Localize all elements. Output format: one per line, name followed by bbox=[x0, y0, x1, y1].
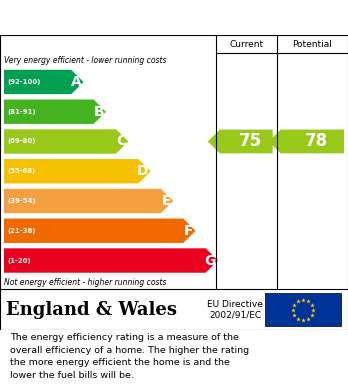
Text: Energy Efficiency Rating: Energy Efficiency Rating bbox=[10, 10, 220, 25]
Text: (69-80): (69-80) bbox=[7, 138, 35, 145]
Text: EU Directive
2002/91/EC: EU Directive 2002/91/EC bbox=[207, 300, 263, 319]
Text: 78: 78 bbox=[305, 133, 328, 151]
Polygon shape bbox=[4, 189, 173, 213]
Text: D: D bbox=[137, 164, 149, 178]
Text: Very energy efficient - lower running costs: Very energy efficient - lower running co… bbox=[4, 56, 166, 65]
Text: F: F bbox=[184, 224, 193, 238]
Text: B: B bbox=[93, 105, 104, 119]
Text: (1-20): (1-20) bbox=[7, 258, 31, 264]
Polygon shape bbox=[4, 70, 84, 94]
Text: Current: Current bbox=[229, 39, 263, 48]
Polygon shape bbox=[4, 219, 196, 243]
Text: (92-100): (92-100) bbox=[7, 79, 40, 85]
Text: (21-38): (21-38) bbox=[7, 228, 35, 234]
Polygon shape bbox=[269, 129, 344, 153]
Bar bbox=[265, 293, 341, 326]
Text: England & Wales: England & Wales bbox=[6, 301, 177, 319]
Text: (55-68): (55-68) bbox=[7, 168, 35, 174]
Text: Not energy efficient - higher running costs: Not energy efficient - higher running co… bbox=[4, 278, 166, 287]
Text: (81-91): (81-91) bbox=[7, 109, 35, 115]
Text: C: C bbox=[116, 135, 126, 149]
Polygon shape bbox=[4, 129, 128, 154]
Polygon shape bbox=[4, 248, 218, 273]
Text: G: G bbox=[205, 253, 216, 267]
Text: Potential: Potential bbox=[292, 39, 332, 48]
Text: E: E bbox=[161, 194, 171, 208]
Text: The energy efficiency rating is a measure of the
overall efficiency of a home. T: The energy efficiency rating is a measur… bbox=[10, 334, 250, 380]
Polygon shape bbox=[4, 100, 106, 124]
Text: (39-54): (39-54) bbox=[7, 198, 35, 204]
Polygon shape bbox=[4, 159, 151, 183]
Text: 75: 75 bbox=[239, 133, 262, 151]
Text: A: A bbox=[71, 75, 81, 89]
Polygon shape bbox=[208, 129, 273, 153]
